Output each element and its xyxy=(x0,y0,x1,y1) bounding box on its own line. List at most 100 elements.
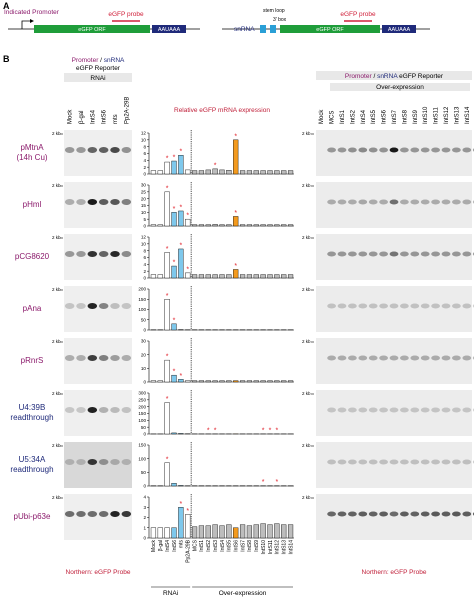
size-marker: 2 kb xyxy=(52,443,61,448)
blot-band xyxy=(65,511,75,517)
y-tick-label: 0 xyxy=(143,536,146,541)
y-tick-label: 10 xyxy=(141,210,147,215)
blot-band xyxy=(421,356,430,361)
blot-band xyxy=(348,408,357,413)
blot-band xyxy=(76,251,86,257)
bar xyxy=(172,528,177,538)
bar xyxy=(288,275,293,278)
bar xyxy=(288,525,293,538)
bar xyxy=(226,275,231,278)
x-tick-label: IntS12 xyxy=(275,540,281,555)
bar xyxy=(233,269,238,278)
significance-mark: * xyxy=(173,369,176,376)
bar xyxy=(165,360,170,382)
y-tick-label: 25 xyxy=(141,190,147,195)
blot-band xyxy=(462,304,471,309)
blot xyxy=(316,442,472,488)
blot-band xyxy=(379,148,388,153)
header-promoter: Promoter xyxy=(72,57,100,64)
x-tick-label: IntS4 xyxy=(220,540,226,552)
blot-band xyxy=(462,356,471,361)
blot-band xyxy=(122,355,132,361)
left-header: Promoter / snRNA xyxy=(72,57,125,64)
bar xyxy=(206,381,211,382)
blot xyxy=(316,130,472,176)
blot-band xyxy=(358,460,367,465)
blot-band xyxy=(110,511,120,517)
x-tick-label: Pp2A-29B xyxy=(186,539,192,562)
blot xyxy=(316,494,472,540)
polya-label: AAUAAA xyxy=(388,27,411,33)
significance-mark: * xyxy=(179,373,182,380)
significance-mark: * xyxy=(207,427,210,434)
size-marker: 2 kb xyxy=(302,391,311,396)
orf-label: eGFP ORF xyxy=(78,27,106,33)
bar xyxy=(226,525,231,538)
row-label: pMtnA xyxy=(20,143,44,152)
bar xyxy=(268,381,273,382)
y-tick-label: 150 xyxy=(138,443,146,448)
lane-label: IntS10 xyxy=(423,106,429,124)
header-snrna: snRNA xyxy=(104,57,125,64)
bar xyxy=(172,266,177,278)
blot-band xyxy=(76,303,86,309)
row-label: U4:39B xyxy=(19,403,46,412)
blot xyxy=(64,390,132,436)
blot xyxy=(316,286,472,332)
y-tick-label: 8 xyxy=(143,144,146,149)
bar xyxy=(172,212,177,226)
bar xyxy=(274,524,279,538)
blot-band xyxy=(400,408,409,413)
footer: Northern: eGFP Probe xyxy=(66,569,131,576)
blot-band xyxy=(99,199,109,205)
promoter-arrowhead xyxy=(30,19,34,23)
blot-band xyxy=(122,251,132,257)
bar xyxy=(165,528,170,538)
blot-band xyxy=(462,408,471,413)
blot-band xyxy=(88,459,98,465)
blot-band xyxy=(410,304,419,309)
y-tick-label: 30 xyxy=(141,183,147,188)
row-label: pAna xyxy=(23,304,42,313)
footer: Northern: eGFP Probe xyxy=(362,569,427,576)
blot-band xyxy=(379,408,388,413)
x-tick-label: IntS2 xyxy=(206,540,212,552)
blot-band xyxy=(348,148,357,153)
y-tick-label: 6 xyxy=(143,151,146,156)
chart-title: Relative eGFP mRNA expression xyxy=(174,107,270,114)
blot-band xyxy=(390,252,399,257)
bar xyxy=(165,252,170,278)
blot-band xyxy=(369,148,378,153)
lane-label: β-gal xyxy=(79,111,85,124)
blot-band xyxy=(369,408,378,413)
blot-band xyxy=(442,148,451,153)
y-tick-label: 3 xyxy=(143,505,146,510)
bar xyxy=(151,171,156,174)
bar xyxy=(261,524,266,538)
x-tick-label: IntS9 xyxy=(254,540,260,552)
y-tick-label: 0 xyxy=(143,484,146,489)
size-marker: 2 kb xyxy=(302,287,311,292)
row-sublabel: readthrough xyxy=(10,465,53,474)
lane-label: IntS12 xyxy=(444,106,450,124)
bar xyxy=(192,381,197,382)
blot-band xyxy=(400,148,409,153)
bar xyxy=(240,171,245,174)
y-tick-label: 4 xyxy=(143,262,146,267)
blot-band xyxy=(122,459,132,465)
size-marker: 2 kb xyxy=(302,131,311,136)
y-tick-label: 20 xyxy=(141,352,147,357)
header-reporter: eGFP Reporter xyxy=(399,73,444,80)
x-tick-label: IntS6 xyxy=(234,540,240,552)
x-tick-label: IntS3 xyxy=(213,540,219,552)
bar xyxy=(206,275,211,278)
y-tick-label: 10 xyxy=(141,242,147,247)
blot-band xyxy=(88,303,98,309)
lane-label: IntS2 xyxy=(350,109,356,124)
snrna-label: snRNA xyxy=(234,26,255,33)
bar xyxy=(192,527,197,538)
blot-band xyxy=(462,460,471,465)
size-marker: 2 kb xyxy=(52,131,61,136)
